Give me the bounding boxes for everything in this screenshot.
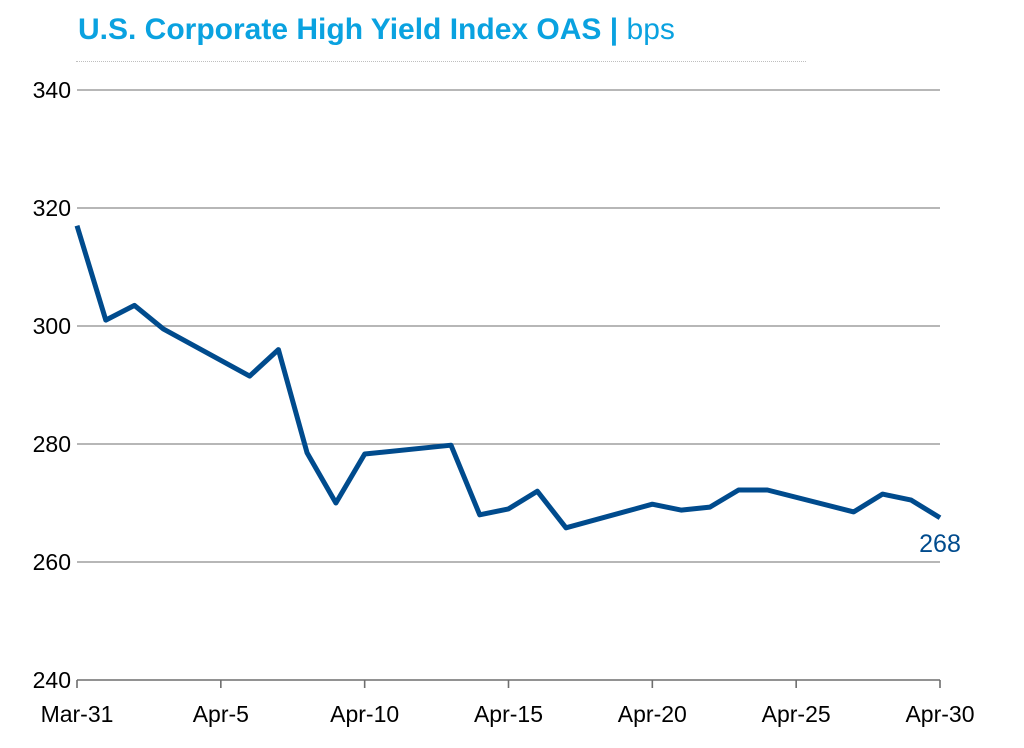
x-tick-label: Apr-30 [905,701,974,727]
x-tick-label: Apr-20 [618,701,687,727]
chart-title: U.S. Corporate High Yield Index OAS | bp… [78,10,675,50]
y-tick-label: 320 [33,195,71,221]
x-tick-label: Apr-5 [193,701,249,727]
gridlines [77,89,940,563]
x-tick-label: Mar-31 [41,701,114,727]
y-tick-label: 340 [33,77,71,103]
y-tick-label: 300 [33,313,71,339]
y-tick-label: 260 [33,549,71,575]
x-tick-label: Apr-25 [762,701,831,727]
x-tick-label: Apr-10 [330,701,399,727]
title-separator: | [609,13,619,46]
y-tick-label: 280 [33,431,71,457]
x-tick-label: Apr-15 [474,701,543,727]
chart-title-text: U.S. Corporate High Yield Index OAS [78,13,602,46]
y-axis: 240 260 280 300 320 340 [33,77,71,693]
chart-unit: bps [626,13,675,46]
y-tick-label: 240 [33,667,71,693]
end-value-label: 268 [919,530,961,558]
title-divider [76,61,806,62]
series-layer: 268 [74,224,961,558]
x-axis: Mar-31 Apr-5 Apr-10 Apr-15 Apr-20 Apr-25 Apr-3… [41,679,975,727]
series-line [74,224,942,531]
